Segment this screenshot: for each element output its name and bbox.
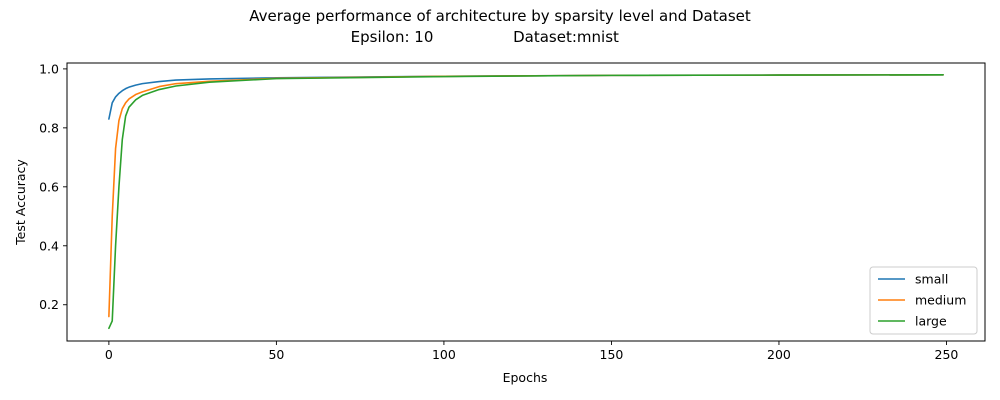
x-tick-label: 50 bbox=[268, 347, 284, 362]
series-layer bbox=[108, 73, 944, 330]
legend-label-medium: medium bbox=[915, 293, 966, 308]
x-tick-label: 200 bbox=[767, 347, 791, 362]
chart-title: Average performance of architecture by s… bbox=[249, 7, 751, 25]
series-line-large bbox=[108, 73, 944, 330]
x-tick-label: 150 bbox=[600, 347, 624, 362]
y-axis-label: Test Accuracy bbox=[13, 159, 28, 246]
y-tick-label: 0.8 bbox=[39, 120, 59, 135]
y-tick-label: 0.6 bbox=[39, 179, 59, 194]
legend: small medium large bbox=[869, 266, 978, 335]
legend-label-small: small bbox=[915, 272, 948, 287]
plot-area bbox=[66, 62, 986, 342]
chart-subtitle-dataset: Dataset:mnist bbox=[513, 28, 619, 46]
x-tick-label: 0 bbox=[105, 347, 113, 362]
legend-label-large: large bbox=[915, 314, 947, 329]
y-tick-label: 0.4 bbox=[39, 238, 59, 253]
x-tick-label: 250 bbox=[935, 347, 959, 362]
y-axis: 0.2 0.4 0.6 0.8 1.0 bbox=[39, 61, 67, 312]
chart-subtitle-epsilon: Epsilon: 10 bbox=[351, 28, 434, 46]
legend-box bbox=[869, 266, 978, 335]
x-axis: 0 50 100 150 200 250 bbox=[105, 341, 959, 362]
x-tick-label: 100 bbox=[432, 347, 456, 362]
y-tick-label: 1.0 bbox=[39, 61, 59, 76]
x-axis-label: Epochs bbox=[503, 370, 548, 385]
plot-frame bbox=[66, 62, 986, 342]
y-tick-label: 0.2 bbox=[39, 297, 59, 312]
